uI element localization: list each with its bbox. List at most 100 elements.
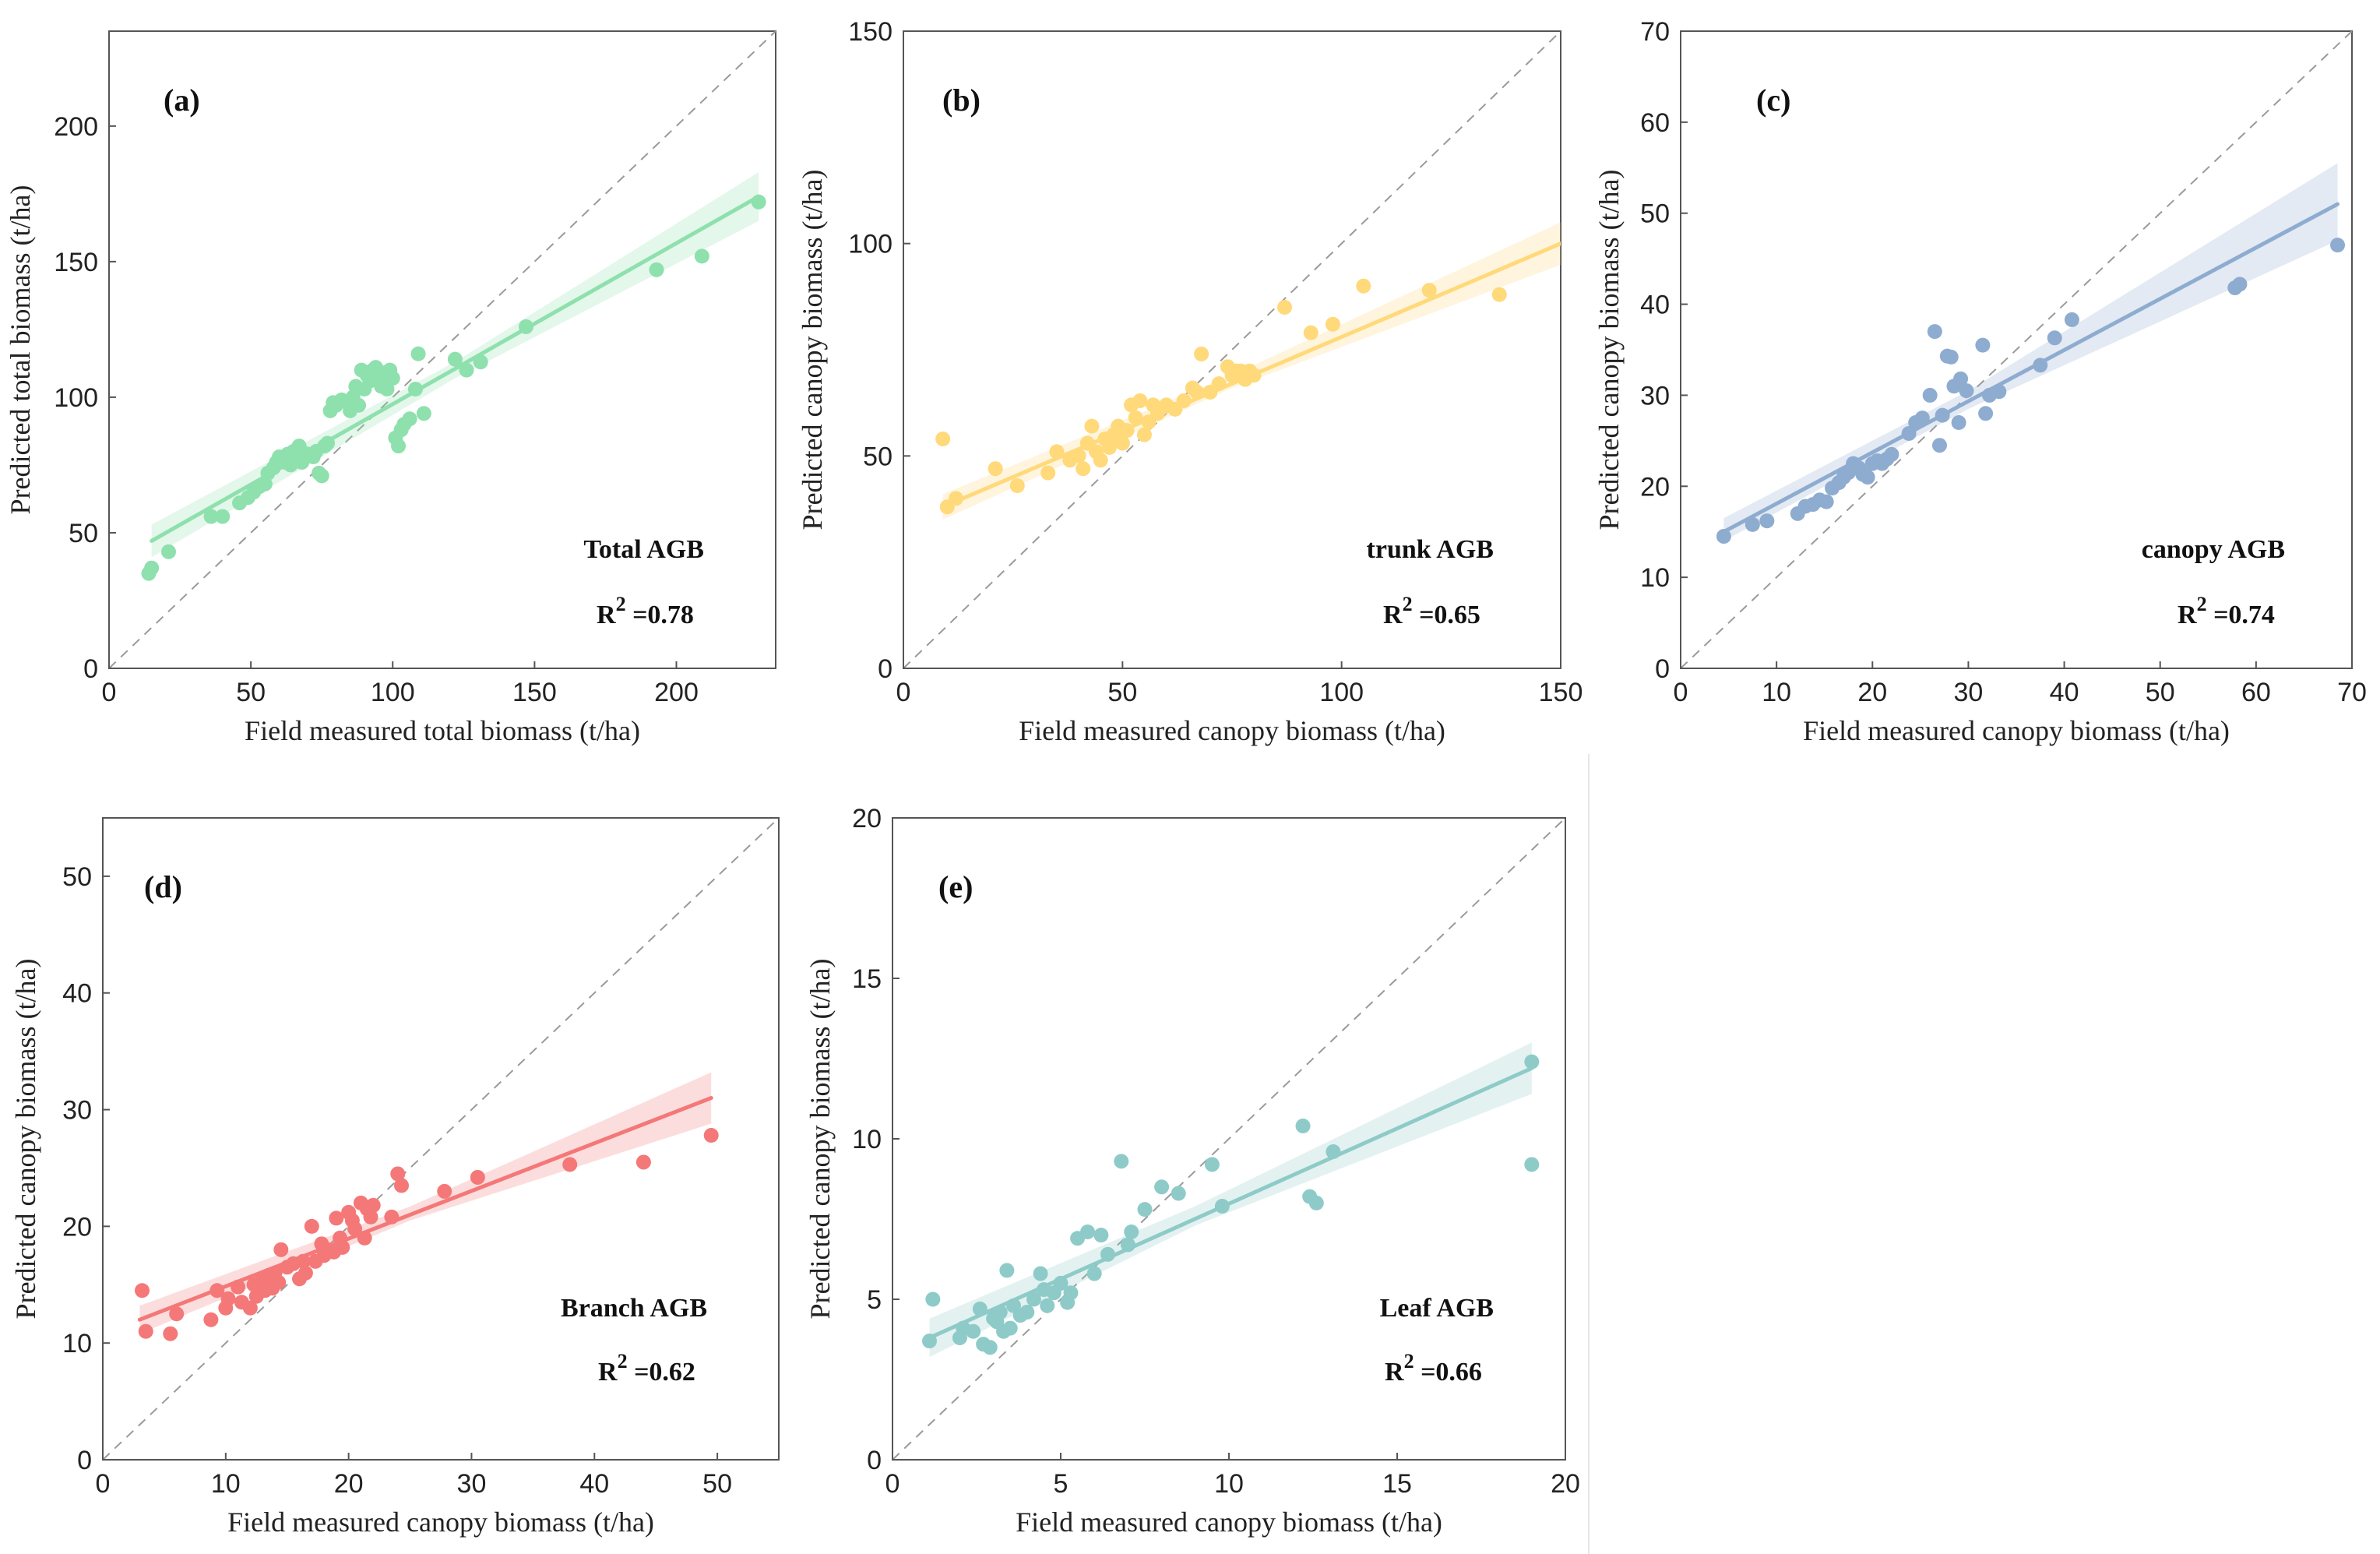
data-point [393,1178,409,1193]
panel-e: 0 5 10 15 20 0 5 10 15 20 Field measured canopy bi… [804,804,1580,1538]
data-point [1171,1186,1186,1201]
y-tick-label: 100 [54,383,98,413]
regression-line [1721,202,2340,534]
r-squared-value: =0.66 [1414,1358,1482,1387]
data-point [1176,393,1192,408]
data-point [562,1157,578,1172]
x-axis-label: Field measured canopy biomass (t/ha) [1019,715,1445,746]
data-point [1114,1154,1129,1169]
r-superscript: 2 [1404,1350,1414,1373]
data-point [437,1183,452,1199]
data-point [1136,427,1152,442]
y-tick-label: 30 [1640,381,1670,411]
data-point [1120,1237,1135,1253]
data-point [2047,330,2062,346]
one-to-one-line [108,30,776,669]
data-point [1951,414,1966,430]
y-tick-label: 50 [62,862,92,892]
regression-line [928,1066,1534,1340]
data-point [949,491,964,506]
y-tick-label: 50 [1640,199,1670,229]
data-point [1093,1228,1109,1243]
data-point [1053,1275,1069,1291]
y-tick-label: 0 [77,1446,92,1475]
data-point [209,1283,225,1299]
data-point [1978,406,1994,421]
data-point [379,381,395,396]
data-point [1002,1320,1018,1336]
x-axis-label: Field measured total biomass (t/ha) [245,715,640,746]
data-point [1491,287,1507,302]
one-to-one-line [1680,30,2353,669]
r-squared-label: R2 =0.62 [598,1350,695,1387]
data-point [935,432,951,447]
panel-b: 0 50 100 150 0 50 100 150 Field measured canopy … [797,17,1583,746]
data-point [1421,283,1437,298]
data-point [988,461,1003,477]
x-axis-label: Field measured canopy biomass (t/ha) [1803,715,2230,746]
plot-frame [102,817,780,1461]
data-point [1114,435,1130,451]
data-point [231,1279,246,1295]
x-tick-label: 200 [654,678,699,707]
data-point [1137,1202,1153,1217]
y-tick-label: 0 [1655,654,1670,684]
y-tick-label: 20 [1640,472,1670,502]
data-point [518,319,533,334]
data-point [220,1291,236,1306]
panel-c: 0 10 20 30 40 50 60 70 0 10 20 30 40 50 60 70 Field meas… [1593,17,2367,746]
y-tick-label: 15 [852,964,882,994]
data-point [1093,453,1108,468]
data-point [1211,376,1227,392]
data-point [694,248,709,264]
data-point [649,262,664,277]
x-tick-label: 20 [334,1469,364,1499]
x-tick-label: 40 [2050,678,2079,707]
one-to-one-line [102,817,780,1461]
data-point [966,1323,981,1339]
data-point [1063,1285,1079,1301]
data-point [1959,383,1974,399]
data-point [1943,349,1959,365]
data-point [273,1242,289,1257]
data-point [1071,448,1086,463]
data-point [335,1239,350,1255]
x-tick-label: 50 [702,1469,732,1499]
x-tick-label: 100 [1319,678,1364,707]
data-point [298,1265,313,1281]
data-point [1128,410,1143,425]
data-point [2330,238,2346,253]
y-axis-label: Predicted canopy biomass (t/ha) [10,959,41,1320]
data-point [1084,418,1100,434]
data-point [2064,312,2079,327]
data-point [1922,387,1938,403]
data-point [384,1209,400,1225]
x-tick-label: 30 [1954,678,1984,707]
x-tick-label: 50 [2146,678,2175,707]
data-point [215,509,231,524]
r-symbol: R [1385,1358,1404,1387]
x-axis-label: Field measured canopy biomass (t/ha) [1016,1506,1442,1538]
model-annotation: canopy AGB [2142,535,2285,564]
y-tick-label: 10 [1640,563,1670,593]
x-tick-label: 70 [2337,678,2367,707]
one-to-one-line [892,817,1566,1461]
r-squared-label: R2 =0.65 [1383,593,1480,629]
y-tick-label: 10 [852,1125,882,1154]
confidence-band [929,1042,1532,1358]
data-point [203,1312,219,1327]
model-annotation: trunk AGB [1367,535,1494,564]
x-tick-label: 10 [1762,678,1791,707]
data-point [972,1301,988,1316]
x-tick-label: 5 [1054,1469,1069,1499]
y-tick-label: 70 [1640,17,1670,47]
y-tick-label: 0 [83,654,98,684]
x-tick-label: 10 [1214,1469,1244,1499]
data-point [314,468,329,484]
data-point [1277,299,1293,315]
data-point [1935,407,1950,423]
y-tick-label: 10 [62,1329,92,1358]
data-point [1246,368,1262,383]
data-point [1194,346,1209,361]
